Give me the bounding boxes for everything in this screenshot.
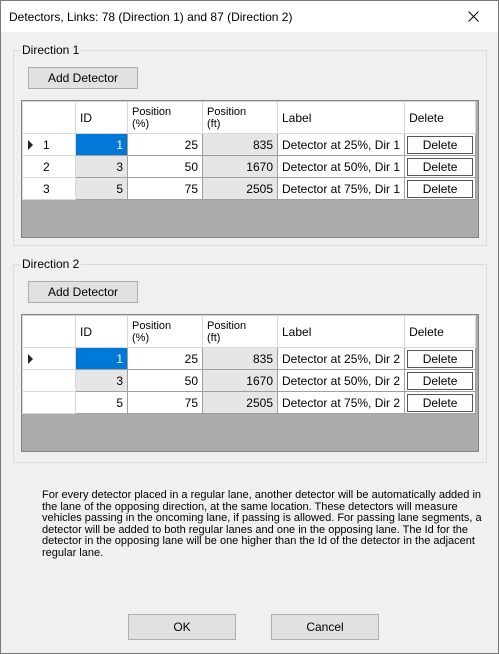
column-header-label[interactable]: Label bbox=[276, 101, 406, 134]
table-row[interactable]: 5 75 2505 Detector at 75%, Dir 2 Delete bbox=[22, 391, 477, 414]
row-header[interactable]: 3 bbox=[22, 177, 76, 200]
add-detector-button-dir2[interactable]: Add Detector bbox=[28, 281, 138, 303]
ok-button[interactable]: OK bbox=[128, 614, 236, 640]
header-line: (%) bbox=[132, 331, 150, 344]
header-line: (ft) bbox=[207, 117, 221, 130]
row-number: 2 bbox=[43, 160, 50, 174]
row-number: 3 bbox=[43, 182, 50, 196]
delete-button[interactable]: Delete bbox=[407, 135, 474, 154]
direction2-group: Direction 2 Add Detector ID Position (%) … bbox=[13, 257, 487, 463]
add-detector-button-dir1[interactable]: Add Detector bbox=[28, 67, 138, 89]
delete-cell: Delete bbox=[404, 155, 477, 178]
direction2-table: ID Position (%) Position (ft) Label Delete… bbox=[22, 315, 477, 414]
delete-cell: Delete bbox=[404, 369, 477, 392]
delete-button[interactable]: Delete bbox=[407, 157, 474, 176]
position-pct-cell[interactable]: 75 bbox=[127, 391, 203, 414]
position-ft-cell: 835 bbox=[202, 133, 278, 156]
position-pct-cell[interactable]: 25 bbox=[127, 347, 203, 370]
cancel-button[interactable]: Cancel bbox=[271, 614, 379, 640]
table-row[interactable]: 1 1 25 835 Detector at 25%, Dir 1 Delete bbox=[22, 133, 477, 156]
label-cell[interactable]: Detector at 75%, Dir 2 bbox=[276, 391, 406, 414]
position-ft-cell: 2505 bbox=[202, 391, 278, 414]
position-pct-cell[interactable]: 25 bbox=[127, 133, 203, 156]
position-ft-cell: 1670 bbox=[202, 155, 278, 178]
label-cell[interactable]: Detector at 50%, Dir 2 bbox=[276, 369, 406, 392]
id-cell[interactable]: 1 bbox=[75, 133, 128, 156]
id-cell[interactable]: 5 bbox=[75, 391, 128, 414]
row-header[interactable]: 2 bbox=[22, 155, 76, 178]
position-pct-cell[interactable]: 50 bbox=[127, 369, 203, 392]
delete-cell: Delete bbox=[404, 391, 477, 414]
table-row[interactable]: 3 5 75 2505 Detector at 75%, Dir 1 Delet… bbox=[22, 177, 477, 200]
column-header-id[interactable]: ID bbox=[75, 315, 128, 348]
close-button[interactable] bbox=[450, 2, 496, 31]
direction1-table: ID Position (%) Position (ft) Label Delete… bbox=[22, 101, 477, 200]
table-row[interactable]: 2 3 50 1670 Detector at 50%, Dir 1 Delet… bbox=[22, 155, 477, 178]
delete-cell: Delete bbox=[404, 133, 477, 156]
current-row-arrow-icon bbox=[28, 140, 33, 150]
delete-cell: Delete bbox=[404, 177, 477, 200]
row-header[interactable] bbox=[22, 369, 76, 392]
label-cell[interactable]: Detector at 25%, Dir 2 bbox=[276, 347, 406, 370]
column-header-delete[interactable]: Delete bbox=[404, 315, 477, 348]
window-title: Detectors, Links: 78 (Direction 1) and 8… bbox=[9, 10, 293, 24]
label-cell[interactable]: Detector at 75%, Dir 1 bbox=[276, 177, 406, 200]
delete-button[interactable]: Delete bbox=[407, 371, 474, 390]
header-line: Position bbox=[207, 319, 247, 332]
label-cell[interactable]: Detector at 50%, Dir 1 bbox=[276, 155, 406, 178]
position-pct-cell[interactable]: 50 bbox=[127, 155, 203, 178]
delete-button[interactable]: Delete bbox=[407, 393, 474, 412]
column-header-id[interactable]: ID bbox=[75, 101, 128, 134]
close-icon bbox=[467, 11, 479, 22]
label-cell[interactable]: Detector at 25%, Dir 1 bbox=[276, 133, 406, 156]
direction1-group: Direction 1 Add Detector ID Position (%) … bbox=[13, 43, 487, 246]
id-cell[interactable]: 5 bbox=[75, 177, 128, 200]
column-header-position-pct[interactable]: Position (%) bbox=[127, 101, 203, 134]
position-ft-cell: 1670 bbox=[202, 369, 278, 392]
info-text: For every detector placed in a regular l… bbox=[42, 489, 482, 559]
column-header-delete[interactable]: Delete bbox=[404, 101, 477, 134]
table-header-row: ID Position (%) Position (ft) Label Delete bbox=[22, 101, 477, 134]
header-line: Position bbox=[132, 105, 172, 118]
direction2-group-label: Direction 2 bbox=[20, 257, 82, 271]
table-header-row: ID Position (%) Position (ft) Label Delete bbox=[22, 315, 477, 348]
current-row-arrow-icon bbox=[28, 354, 33, 364]
position-ft-cell: 2505 bbox=[202, 177, 278, 200]
position-ft-cell: 835 bbox=[202, 347, 278, 370]
corner-header-cell bbox=[22, 315, 76, 348]
direction2-grid: ID Position (%) Position (ft) Label Delete… bbox=[21, 314, 479, 452]
header-line: Position bbox=[207, 105, 247, 118]
table-row[interactable]: 1 25 835 Detector at 25%, Dir 2 Delete bbox=[22, 347, 477, 370]
column-header-label[interactable]: Label bbox=[276, 315, 406, 348]
header-line: (%) bbox=[132, 117, 150, 130]
row-header[interactable]: 1 bbox=[22, 133, 76, 156]
corner-header-cell bbox=[22, 101, 76, 134]
header-line: (ft) bbox=[207, 331, 221, 344]
position-pct-cell[interactable]: 75 bbox=[127, 177, 203, 200]
id-cell[interactable]: 3 bbox=[75, 155, 128, 178]
row-header[interactable] bbox=[22, 391, 76, 414]
delete-button[interactable]: Delete bbox=[407, 179, 474, 198]
direction1-group-label: Direction 1 bbox=[20, 43, 82, 57]
title-bar: Detectors, Links: 78 (Direction 1) and 8… bbox=[1, 1, 498, 32]
column-header-position-pct[interactable]: Position (%) bbox=[127, 315, 203, 348]
delete-button[interactable]: Delete bbox=[407, 349, 474, 368]
id-cell[interactable]: 3 bbox=[75, 369, 128, 392]
id-cell[interactable]: 1 bbox=[75, 347, 128, 370]
direction1-grid: ID Position (%) Position (ft) Label Delete… bbox=[21, 100, 479, 238]
column-header-position-ft[interactable]: Position (ft) bbox=[202, 315, 278, 348]
row-header[interactable] bbox=[22, 347, 76, 370]
header-line: Position bbox=[132, 319, 172, 332]
delete-cell: Delete bbox=[404, 347, 477, 370]
column-header-position-ft[interactable]: Position (ft) bbox=[202, 101, 278, 134]
row-number: 1 bbox=[43, 138, 50, 152]
table-row[interactable]: 3 50 1670 Detector at 50%, Dir 2 Delete bbox=[22, 369, 477, 392]
